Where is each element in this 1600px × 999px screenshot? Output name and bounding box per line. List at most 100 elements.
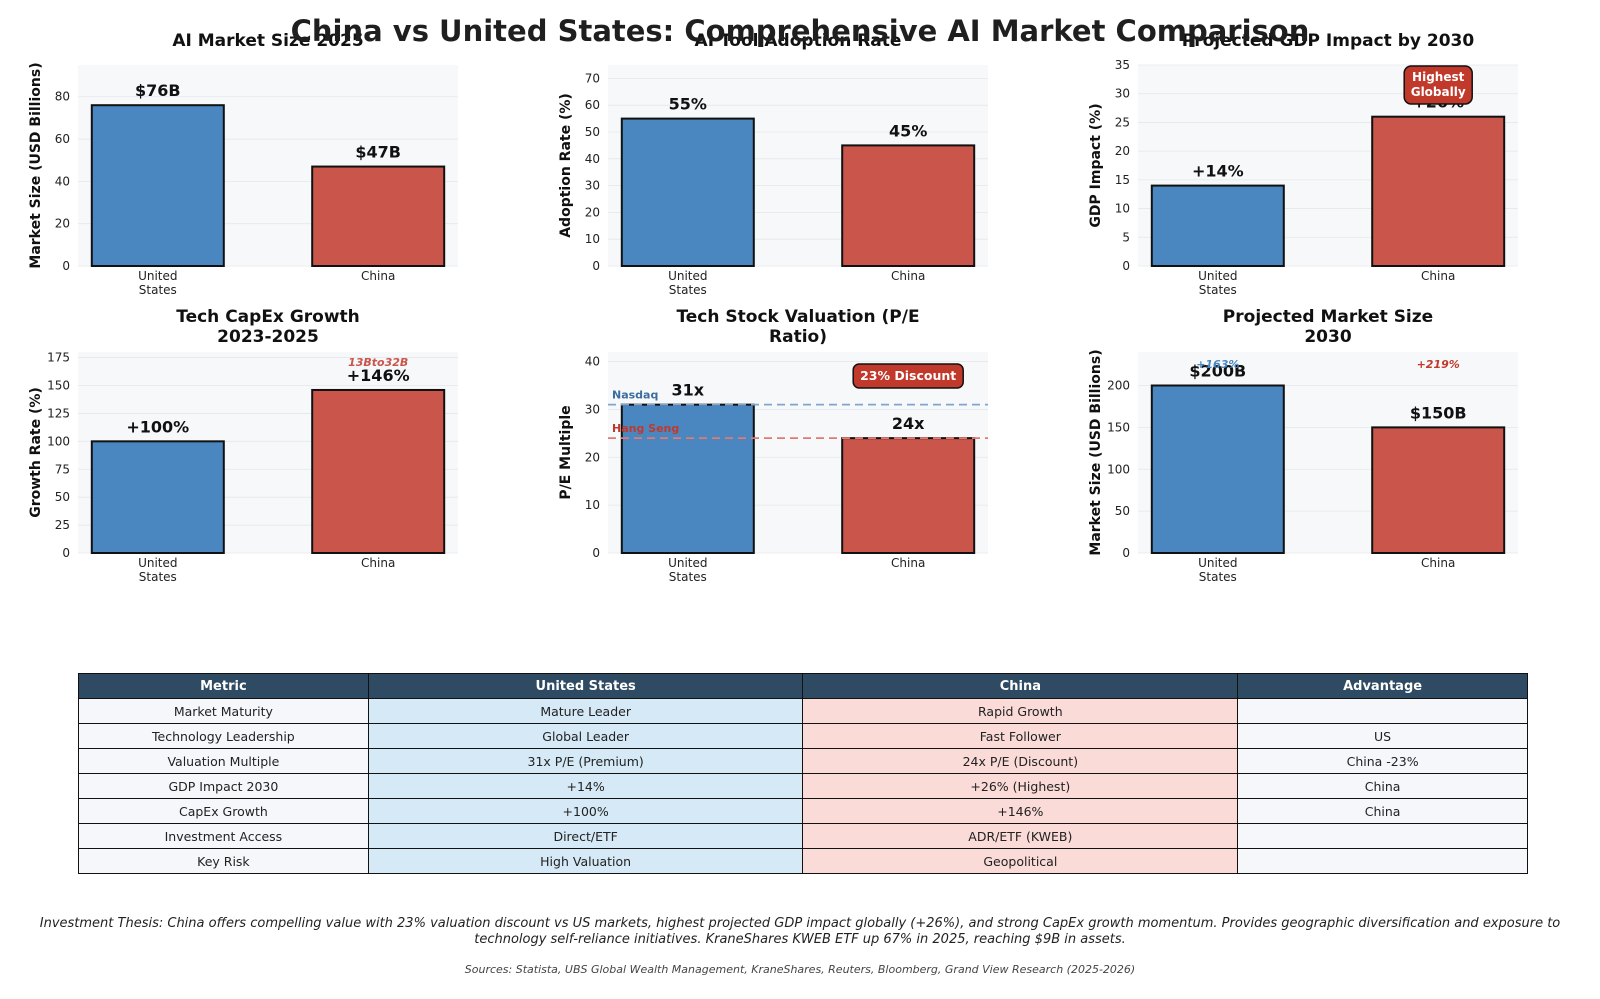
bar-china: [841, 437, 976, 554]
table-cell-metric: CapEx Growth: [78, 798, 369, 824]
bar-value-label: +100%: [126, 417, 189, 436]
bar-china: [841, 144, 976, 267]
bar-value-label: $47B: [355, 143, 401, 162]
bar-us: [90, 440, 225, 554]
table-cell-us: High Valuation: [367, 848, 804, 874]
bar-value-label: 31x: [672, 381, 705, 400]
y-axis-label: Market Size (USD Billions): [1088, 349, 1104, 555]
table-header-advantage: Advantage: [1237, 673, 1528, 699]
table-cell-advantage: [1237, 848, 1528, 874]
x-tick-label: China: [361, 556, 395, 570]
bar-us: [620, 117, 755, 267]
table-cell-us: Direct/ETF: [367, 823, 804, 849]
y-tick-label: 30: [585, 179, 600, 193]
y-tick-label: 20: [55, 217, 70, 231]
table-row: Valuation Multiple 31x P/E (Premium) 24x…: [78, 748, 1528, 774]
y-tick-label: 70: [585, 71, 600, 85]
bar-us: [1150, 184, 1285, 268]
y-tick-label: 10: [585, 498, 600, 512]
table-cell-metric: Market Maturity: [78, 698, 369, 724]
table-cell-us: Global Leader: [367, 723, 804, 749]
y-tick-label: 30: [585, 402, 600, 416]
table-cell-china: 24x P/E (Discount): [802, 748, 1239, 774]
table-header-metric: Metric: [78, 673, 369, 699]
y-tick-label: 40: [585, 152, 600, 166]
bar-china: [311, 165, 446, 267]
chart-ai-adoption-rate: AI Tool Adoption Rate 0 10 20 30 40 50 60 70 Adop…: [558, 31, 988, 297]
table-cell-advantage: US: [1237, 723, 1528, 749]
y-tick-label: 20: [1115, 144, 1130, 158]
y-tick-label: 0: [1122, 546, 1130, 560]
chart-title: Tech CapEx Growth 2023-2025: [176, 307, 360, 347]
y-tick-label: 0: [592, 546, 600, 560]
table-cell-china: ADR/ETF (KWEB): [802, 823, 1239, 849]
x-tick-label: United States: [138, 556, 177, 584]
y-axis-label: Adoption Rate (%): [558, 93, 574, 238]
y-tick-label: 100: [47, 434, 70, 448]
y-tick-label: 150: [47, 379, 70, 393]
table-row: Investment Access Direct/ETF ADR/ETF (KW…: [78, 823, 1528, 849]
y-tick-label: 60: [55, 132, 70, 146]
y-tick-label: 40: [55, 174, 70, 188]
x-tick-label: United States: [668, 556, 707, 584]
bar-us: [1150, 384, 1285, 554]
y-tick-label: 200: [1107, 379, 1130, 393]
y-tick-label: 125: [47, 406, 70, 420]
reference-line-label: Nasdaq: [612, 389, 658, 402]
bar-china: [311, 388, 446, 555]
y-tick-label: 100: [1107, 462, 1130, 476]
y-tick-label: 20: [585, 450, 600, 464]
table-cell-metric: Technology Leadership: [78, 723, 369, 749]
table-cell-advantage: China -23%: [1237, 748, 1528, 774]
table-row: GDP Impact 2030 +14% +26% (Highest) Chin…: [78, 773, 1528, 799]
x-tick-label: United States: [1198, 269, 1237, 297]
chart-title: Projected GDP Impact by 2030: [1182, 31, 1475, 51]
table-cell-china: +26% (Highest): [802, 773, 1239, 799]
y-axis-label: Growth Rate (%): [28, 387, 44, 518]
y-tick-label: 10: [585, 232, 600, 246]
x-tick-label: United States: [668, 269, 707, 297]
chart-title: Tech Stock Valuation (P/E Ratio): [676, 307, 919, 347]
table-row: Key Risk High Valuation Geopolitical: [78, 848, 1528, 874]
table-cell-china: Fast Follower: [802, 723, 1239, 749]
x-tick-label: China: [891, 269, 925, 283]
chart-ai-market-size-2025: AI Market Size 2025 0 20 40 60 80 Market Size …: [28, 31, 458, 297]
bar-value-label: +14%: [1192, 162, 1244, 181]
bar-china: [1371, 426, 1506, 554]
chart-gdp-impact-2030: Projected GDP Impact by 2030 0 5 10 15 20 25 30…: [1088, 31, 1518, 297]
growth-label: +163%: [1196, 358, 1239, 371]
table-cell-advantage: [1237, 823, 1528, 849]
comparison-table: Metric United States China Advantage Mar…: [78, 673, 1528, 874]
y-tick-label: 0: [1122, 259, 1130, 273]
page-title: China vs United States: Comprehensive AI…: [290, 14, 1310, 48]
table-cell-advantage: [1237, 698, 1528, 724]
y-tick-label: 80: [55, 90, 70, 104]
x-tick-label: China: [361, 269, 395, 283]
table-cell-us: +14%: [367, 773, 804, 799]
sources-note: Sources: Statista, UBS Global Wealth Man…: [464, 963, 1136, 976]
x-tick-label: United States: [1198, 556, 1237, 584]
bar-value-label: 55%: [669, 95, 707, 114]
bar-value-label: 45%: [889, 121, 927, 140]
table-cell-metric: GDP Impact 2030: [78, 773, 369, 799]
table-cell-advantage: China: [1237, 773, 1528, 799]
y-tick-label: 20: [585, 205, 600, 219]
x-tick-label: China: [1421, 269, 1455, 283]
y-tick-label: 40: [585, 355, 600, 369]
y-tick-label: 0: [62, 546, 70, 560]
y-tick-label: 5: [1122, 230, 1130, 244]
badge-text: 23% Discount: [860, 368, 956, 383]
table-row: Technology Leadership Global Leader Fast…: [78, 723, 1528, 749]
y-tick-label: 150: [1107, 420, 1130, 434]
y-tick-label: 35: [1115, 58, 1130, 72]
y-tick-label: 30: [1115, 87, 1130, 101]
table-header-row: Metric United States China Advantage: [78, 673, 1528, 699]
bar-us: [90, 104, 225, 267]
table-cell-china: Rapid Growth: [802, 698, 1239, 724]
y-tick-label: 10: [1115, 202, 1130, 216]
y-axis-label: Market Size (USD Billions): [28, 62, 44, 268]
table-cell-metric: Key Risk: [78, 848, 369, 874]
chart-title: AI Market Size 2025: [172, 31, 363, 51]
y-tick-label: 0: [592, 259, 600, 273]
table-row: CapEx Growth +100% +146% China: [78, 798, 1528, 824]
